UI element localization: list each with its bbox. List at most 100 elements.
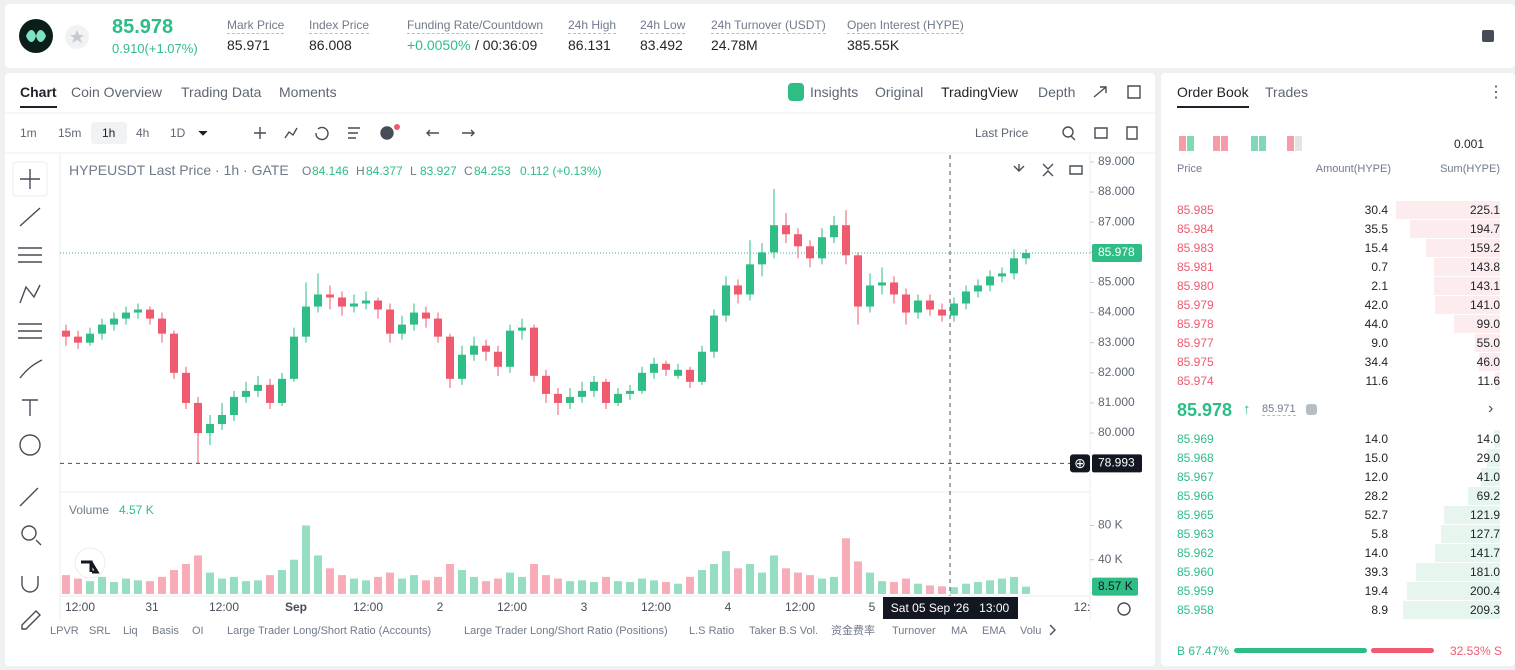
- ob-view[interactable]: [1221, 136, 1228, 151]
- chart-tab[interactable]: Coin Overview: [71, 84, 163, 100]
- candle-body: [734, 285, 742, 295]
- plus: ⊕: [1074, 455, 1086, 471]
- candle-body: [590, 381, 598, 391]
- candle-body: [962, 291, 970, 304]
- ob-price: 85.983: [1177, 241, 1214, 255]
- view-tab[interactable]: Insights: [810, 84, 859, 100]
- candle-body: [122, 312, 130, 319]
- volume-bar: [770, 555, 778, 594]
- volume-bar: [398, 578, 406, 594]
- candle-body: [314, 294, 322, 307]
- ob-price: 85.985: [1177, 203, 1214, 217]
- volume-tick-label: 80 K: [1098, 518, 1123, 532]
- ob-view[interactable]: [1295, 136, 1302, 151]
- depth-bar: [1443, 506, 1500, 524]
- x-tick-label: 12:00: [353, 600, 383, 614]
- ob-view[interactable]: [1179, 136, 1186, 151]
- interval[interactable]: 15m: [58, 126, 82, 140]
- y-tick-label: 82.000: [1098, 365, 1135, 379]
- interval[interactable]: 4h: [136, 126, 150, 140]
- volume-bar: [278, 570, 286, 594]
- depth-bar: [1416, 563, 1500, 581]
- volume-title: Volume: [69, 503, 110, 517]
- chart-tab[interactable]: Trading Data: [181, 84, 262, 100]
- depth-bar: [1403, 601, 1500, 619]
- crosshair-plus: [1070, 454, 1090, 473]
- candle-body: [686, 369, 694, 382]
- view-tab[interactable]: Depth: [1038, 84, 1076, 100]
- indicator: Large Trader Long/Short Ratio (Accounts): [227, 625, 431, 637]
- candle-body: [578, 390, 586, 397]
- candle-body: [422, 312, 430, 319]
- interval[interactable]: 1m: [20, 126, 37, 140]
- ob-amount: 30.4: [1364, 203, 1388, 217]
- ob-amount: 35.5: [1364, 222, 1388, 236]
- ob-view[interactable]: [1187, 136, 1194, 151]
- candle-body: [794, 234, 802, 247]
- volume-bar: [506, 572, 514, 594]
- ob-dots[interactable]: ⋮: [1488, 84, 1504, 101]
- volume-bar: [62, 575, 70, 594]
- candle-body: [842, 225, 850, 256]
- favorite-star[interactable]: [64, 24, 90, 50]
- ob-price: 85.980: [1177, 279, 1214, 293]
- candle-body: [518, 327, 526, 331]
- x-tick-label: 3: [581, 600, 588, 614]
- ob-more[interactable]: ›: [1488, 400, 1494, 417]
- ob-sum: 121.9: [1469, 508, 1500, 522]
- candle-body: [626, 390, 634, 394]
- ob-view[interactable]: [1251, 136, 1258, 151]
- volume-bar: [266, 575, 274, 594]
- depth-bar: [1454, 315, 1500, 333]
- ob-price: 85.962: [1177, 546, 1214, 560]
- ob-sum: 225.1: [1469, 203, 1500, 217]
- interval[interactable]: 1D: [170, 126, 186, 140]
- depth-bar: [1494, 372, 1500, 390]
- ob-col: Amount(HYPE): [1315, 163, 1391, 175]
- ob-col: Sum(HYPE): [1440, 163, 1500, 175]
- ob-amount: 15.4: [1364, 241, 1388, 255]
- candle-body: [254, 384, 262, 391]
- volume-bar: [890, 582, 898, 594]
- y-tick-label: 88.000: [1098, 184, 1135, 198]
- volume-bar: [830, 576, 838, 594]
- ob-tab[interactable]: Trades: [1265, 84, 1309, 100]
- volume-bar: [314, 555, 322, 594]
- volume-bar: [182, 564, 190, 594]
- view-tab[interactable]: Original: [875, 84, 924, 100]
- y-tick-label: 85.000: [1098, 275, 1135, 289]
- ob-amount: 14.0: [1364, 546, 1388, 560]
- candle-body: [950, 303, 958, 316]
- ob-sum: 41.0: [1476, 470, 1500, 484]
- candle-body: [194, 402, 202, 434]
- y-tick-label: 87.000: [1098, 214, 1135, 228]
- candle-body: [1022, 252, 1030, 259]
- price-type[interactable]: Last Price: [975, 126, 1029, 140]
- interval[interactable]: 1h: [102, 126, 116, 140]
- view-tab[interactable]: TradingView: [941, 84, 1019, 100]
- candle-body: [338, 297, 346, 307]
- legend-value: 84.253: [474, 164, 511, 178]
- volume-bar: [950, 587, 958, 594]
- candle-body: [302, 306, 310, 337]
- chart-tab[interactable]: Moments: [279, 84, 337, 100]
- ob-view[interactable]: [1259, 136, 1266, 151]
- y-tick-label: 84.000: [1098, 305, 1135, 319]
- ob-precision[interactable]: 0.001: [1454, 137, 1485, 151]
- x-tick-label: 12:00: [641, 600, 671, 614]
- candle-body: [218, 414, 226, 425]
- candle-body: [170, 333, 178, 373]
- ob-view[interactable]: [1213, 136, 1220, 151]
- x-tick-label: 5: [869, 600, 876, 614]
- ob-view[interactable]: [1287, 136, 1294, 151]
- volume-bar: [254, 580, 262, 594]
- ob-tab[interactable]: Order Book: [1177, 84, 1249, 108]
- crosshair-price-label: 78.993: [1098, 456, 1135, 470]
- settings-icon[interactable]: [1480, 28, 1496, 44]
- x-tick-label: 4: [725, 600, 732, 614]
- chart-tab[interactable]: Chart: [20, 84, 57, 108]
- volume-bar: [482, 581, 490, 594]
- depth-bar: [1433, 258, 1500, 276]
- ob-price: 85.965: [1177, 508, 1214, 522]
- ob-sum: 14.0: [1476, 432, 1500, 446]
